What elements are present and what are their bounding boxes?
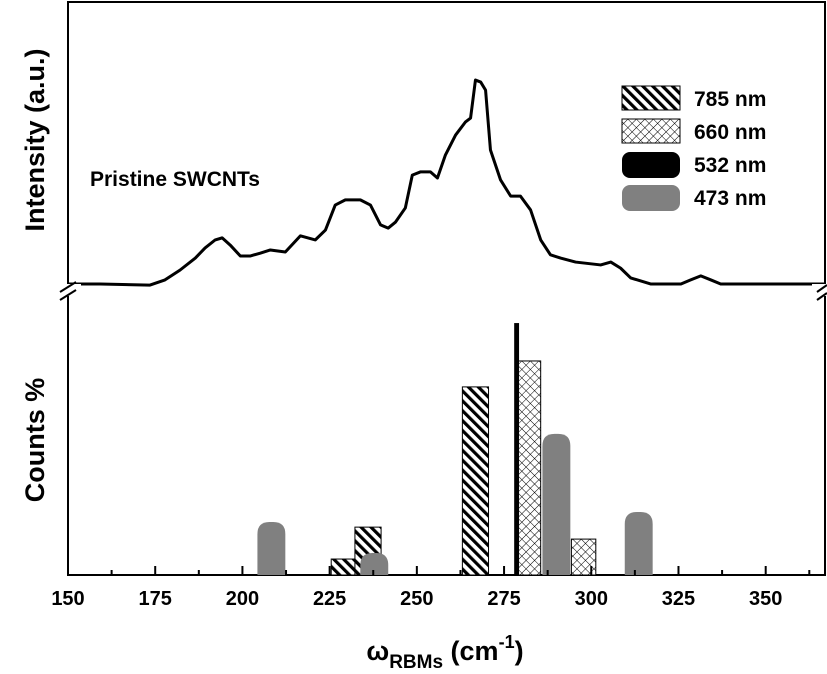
legend-swatch	[622, 185, 680, 211]
bar	[515, 360, 542, 576]
annotation: Pristine SWCNTs	[90, 168, 260, 191]
bar	[624, 512, 653, 575]
x-tick-label: 150	[51, 588, 84, 610]
legend-swatch	[621, 85, 681, 111]
legend-label: 532 nm	[694, 154, 766, 177]
x-label-unit: (cm	[443, 636, 499, 666]
legend-swatch	[621, 118, 681, 144]
legend-swatch	[622, 152, 680, 178]
x-tick-label: 350	[749, 588, 782, 610]
y-axis-label: Counts %	[20, 378, 50, 503]
x-label-sup: -1	[499, 632, 515, 652]
x-tick-label: 200	[226, 588, 259, 610]
x-label-close: )	[515, 636, 524, 666]
x-tick-label: 175	[139, 588, 172, 610]
bar	[542, 433, 571, 575]
axis-break	[59, 281, 77, 293]
legend-label: 785 nm	[694, 88, 766, 111]
x-label-symbol: ω	[366, 636, 389, 666]
x-tick-label: 300	[575, 588, 608, 610]
legend-label: 473 nm	[694, 187, 766, 210]
y-axis-label: Intensity (a.u.)	[20, 48, 50, 231]
axis-break-gap	[55, 284, 81, 296]
bar	[461, 386, 490, 576]
axis-break	[816, 284, 827, 293]
bar	[257, 521, 286, 575]
axis-break	[59, 289, 77, 301]
x-label-sub: RBMs	[389, 652, 443, 673]
spectrum-line	[68, 78, 825, 287]
x-tick-label: 275	[487, 588, 520, 610]
bar	[514, 323, 520, 575]
x-tick-label: 325	[662, 588, 695, 610]
x-tick-label: 250	[400, 588, 433, 610]
bar	[330, 558, 358, 576]
axis-break	[816, 292, 827, 301]
marks	[68, 78, 825, 576]
bar	[360, 553, 389, 575]
legend-label: 660 nm	[694, 121, 766, 144]
x-axis-label: ωRBMs (cm-1)	[366, 632, 523, 673]
x-tick-label: 225	[313, 588, 346, 610]
